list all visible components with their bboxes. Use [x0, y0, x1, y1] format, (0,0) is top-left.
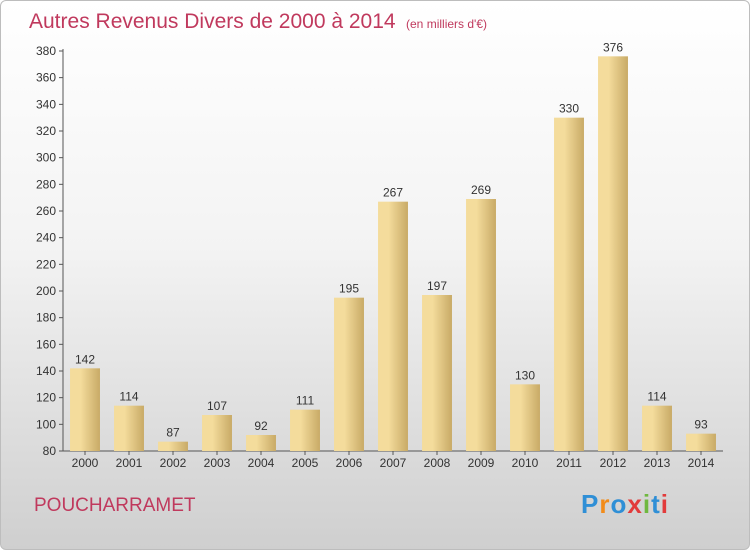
data-label: 197 — [427, 279, 447, 293]
y-tick-label: 160 — [36, 337, 56, 351]
data-label: 142 — [75, 352, 95, 366]
chart-title: Autres Revenus Divers de 2000 à 2014 — [29, 10, 396, 33]
bar — [510, 384, 540, 451]
x-tick-label: 2005 — [292, 456, 319, 470]
bar — [554, 117, 584, 452]
data-label: 87 — [166, 426, 180, 440]
logo-letter: i — [642, 489, 652, 519]
data-label: 195 — [339, 282, 359, 296]
data-label: 114 — [119, 390, 138, 404]
x-tick-label: 2008 — [424, 456, 451, 470]
chart-title-block: Autres Revenus Divers de 2000 à 2014 (en… — [29, 10, 487, 34]
bar — [422, 295, 452, 451]
y-tick-label: 120 — [36, 391, 56, 405]
proxiti-logo: Proxiti — [581, 489, 669, 520]
logo-letter: P — [581, 489, 600, 519]
logo-letter: i — [660, 489, 669, 519]
bar — [70, 368, 100, 451]
y-tick-label: 380 — [36, 44, 56, 58]
data-label: 269 — [471, 183, 491, 197]
logo-letter: x — [627, 489, 643, 519]
data-label: 111 — [296, 394, 315, 408]
y-tick-label: 140 — [36, 364, 56, 378]
data-label: 130 — [515, 368, 535, 382]
bar — [378, 201, 408, 451]
bar — [642, 405, 672, 451]
data-label: 114 — [647, 390, 666, 404]
x-tick-label: 2010 — [512, 456, 539, 470]
data-label: 92 — [254, 419, 268, 433]
y-tick-label: 300 — [36, 151, 56, 165]
y-tick-label: 200 — [36, 284, 56, 298]
logo-letter: o — [610, 489, 628, 519]
y-tick-label: 340 — [36, 97, 56, 111]
x-tick-label: 2001 — [116, 456, 143, 470]
chart-subtitle: (en milliers d'€) — [406, 17, 487, 31]
logo-letter: r — [599, 489, 611, 519]
bar — [158, 441, 188, 451]
y-tick-label: 220 — [36, 257, 56, 271]
data-label: 107 — [207, 399, 227, 413]
data-label: 330 — [559, 102, 579, 116]
x-tick-label: 2003 — [204, 456, 231, 470]
bar — [598, 56, 628, 451]
data-label: 93 — [694, 418, 708, 432]
y-tick-label: 240 — [36, 231, 56, 245]
x-tick-label: 2007 — [380, 456, 407, 470]
y-tick-label: 180 — [36, 311, 56, 325]
bar — [686, 433, 716, 451]
x-tick-label: 2004 — [248, 456, 275, 470]
x-tick-label: 2009 — [468, 456, 495, 470]
y-tick-label: 100 — [36, 417, 56, 431]
bar — [114, 405, 144, 451]
logo-letter: t — [651, 489, 661, 519]
x-tick-label: 2013 — [644, 456, 671, 470]
y-tick-label: 320 — [36, 124, 56, 138]
bar — [290, 409, 320, 451]
place-name: POUCHARRAMET — [34, 495, 196, 516]
y-tick-label: 280 — [36, 177, 56, 191]
data-label: 267 — [383, 186, 403, 200]
x-tick-label: 2002 — [160, 456, 187, 470]
bar — [246, 435, 276, 451]
bar — [466, 199, 496, 451]
bar — [334, 297, 364, 451]
bar — [202, 415, 232, 451]
x-tick-label: 2014 — [688, 456, 715, 470]
x-tick-label: 2000 — [72, 456, 99, 470]
y-tick-label: 260 — [36, 204, 56, 218]
x-tick-label: 2012 — [600, 456, 627, 470]
y-tick-label: 360 — [36, 71, 56, 85]
x-tick-label: 2011 — [556, 456, 582, 470]
x-tick-label: 2006 — [336, 456, 363, 470]
y-tick-label: 80 — [43, 444, 57, 458]
data-label: 376 — [603, 40, 623, 54]
